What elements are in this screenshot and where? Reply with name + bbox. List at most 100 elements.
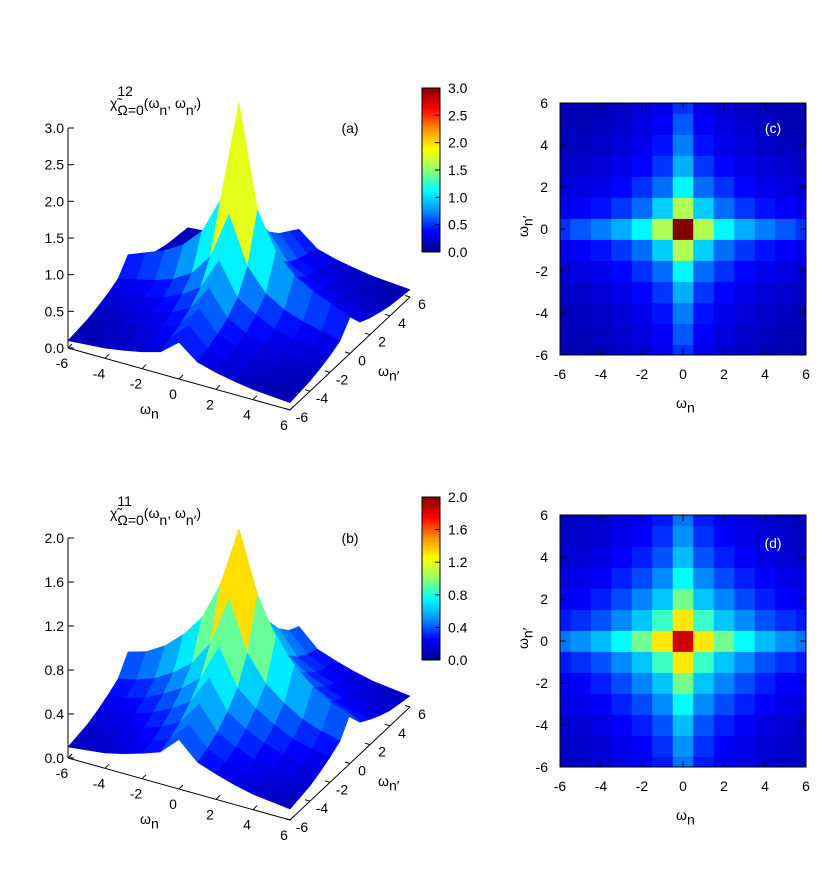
y-tick — [404, 295, 411, 298]
heatmap-cell — [560, 651, 571, 673]
heatmap-cell — [713, 302, 735, 324]
y-tick — [404, 705, 411, 708]
label-script: n′ — [186, 102, 197, 118]
x-tick — [215, 384, 221, 390]
heatmap-cell — [611, 260, 633, 282]
heatmap-cell — [652, 344, 674, 355]
heatmap-cell — [693, 651, 715, 673]
heatmap-cell — [590, 693, 612, 715]
x-tick — [252, 395, 258, 401]
heatmap-cell — [734, 197, 756, 219]
heatmap-cell — [672, 735, 694, 757]
label-script: n′ — [520, 215, 536, 226]
x-tick — [289, 815, 295, 821]
y-tick — [384, 313, 391, 317]
label-text: ) — [196, 505, 201, 521]
heatmap-cell — [560, 281, 571, 303]
heatmap-cell — [560, 609, 571, 631]
heatmap-cell — [570, 281, 592, 303]
x-tick-label: 4 — [761, 778, 769, 794]
heatmap-cell — [570, 103, 592, 114]
y-tick-label: -4 — [316, 800, 329, 816]
heatmap-cell — [775, 630, 797, 652]
heatmap-cell — [775, 567, 797, 589]
heatmap-cell — [631, 281, 653, 303]
heatmap-cell — [631, 197, 653, 219]
heatmap-cell — [560, 239, 571, 261]
label-script: 12 — [117, 83, 133, 99]
heatmap-cell — [611, 113, 633, 135]
heatmap-cell — [713, 260, 735, 282]
label-text: ω — [676, 395, 687, 411]
heatmap-cell — [713, 588, 735, 610]
heatmap-cell — [570, 344, 592, 355]
heatmap-cell — [693, 714, 715, 736]
heatmap-cell — [734, 630, 756, 652]
heatmap-cell — [754, 155, 776, 177]
heatmap-cell — [560, 197, 571, 219]
x-tick-label: 0 — [679, 778, 687, 794]
heatmap-cell — [734, 546, 756, 568]
heatmap-cell — [590, 239, 612, 261]
heatmap-cell — [734, 714, 756, 736]
y-tick-label: 2 — [540, 591, 548, 607]
heatmap-cell — [570, 525, 592, 547]
heatmap-cell — [652, 134, 674, 156]
heatmap-cell — [590, 714, 612, 736]
heatmap-cell — [734, 134, 756, 156]
x-tick-label: 0 — [169, 796, 177, 812]
y-tick-label: 0 — [540, 633, 548, 649]
x-tick — [67, 753, 73, 759]
heatmap-cell — [672, 588, 694, 610]
y-tick-label: 2 — [378, 334, 386, 350]
label-text: ω — [378, 773, 389, 789]
x-tick-label: -6 — [56, 765, 69, 781]
colorbar-tick-label: 0.4 — [448, 619, 468, 635]
heatmap-cell — [570, 176, 592, 198]
heatmap-cell — [775, 260, 797, 282]
heatmap-cell — [754, 113, 776, 135]
label-text: ω — [378, 363, 389, 379]
heatmap-cell — [611, 630, 633, 652]
panel-label: (a) — [341, 120, 358, 136]
heatmap-cell — [570, 693, 592, 715]
heatmap-cell — [652, 693, 674, 715]
heatmap-cell — [713, 134, 735, 156]
label-text: ω — [515, 638, 531, 649]
heatmap-cell — [570, 515, 592, 526]
heatmap-cell — [611, 651, 633, 673]
y-tick-label: 0 — [358, 353, 366, 369]
x-tick-label: -2 — [130, 786, 143, 802]
heatmap-cell — [570, 609, 592, 631]
heatmap-cell — [734, 588, 756, 610]
heatmap-cell — [754, 218, 776, 240]
heatmap-cell — [652, 113, 674, 135]
heatmap-cell — [734, 515, 756, 526]
heatmap-cell — [590, 588, 612, 610]
label-text: ω — [140, 401, 151, 417]
y-tick-label: 4 — [398, 315, 406, 331]
heatmap-cell — [631, 155, 653, 177]
x-tick — [215, 794, 221, 800]
heatmap-cell — [652, 515, 674, 526]
heatmap-cell — [631, 218, 653, 240]
y-tick — [344, 761, 351, 764]
heatmap-cell — [693, 567, 715, 589]
heatmap-cell — [795, 609, 806, 631]
heatmap-cell — [590, 323, 612, 345]
heatmap-cell — [713, 239, 735, 261]
heatmap-cell — [754, 176, 776, 198]
colorbar — [421, 496, 441, 661]
heatmap-cell — [611, 239, 633, 261]
heatmap-cell — [560, 693, 571, 715]
heatmap-cell — [754, 735, 776, 757]
label-script: n′ — [389, 368, 400, 384]
z-tick-label: 0.0 — [45, 750, 65, 766]
heatmap-cell — [590, 735, 612, 757]
heatmap-cell — [734, 756, 756, 767]
heatmap-cell — [590, 567, 612, 589]
heatmap-cell — [590, 630, 612, 652]
heatmap-cell — [775, 239, 797, 261]
heatmap-cell — [611, 103, 633, 114]
x-tick-label: -2 — [636, 778, 649, 794]
